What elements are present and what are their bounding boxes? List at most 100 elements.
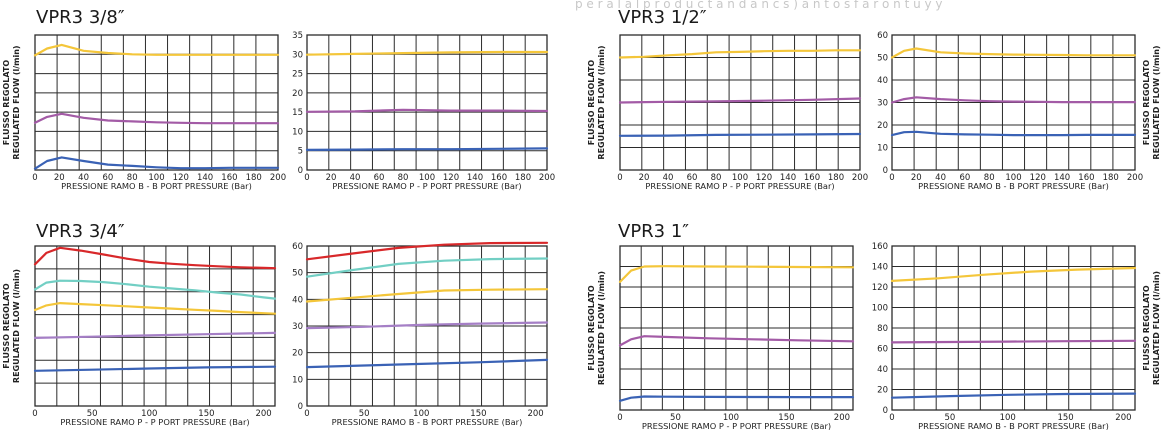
y-axis-label: FLUSSO REGOLATO	[587, 285, 596, 371]
x-tick-label: 0	[32, 409, 37, 419]
y-tick-label: 0	[883, 166, 888, 176]
x-tick-label: 150	[778, 413, 794, 423]
x-tick-label: 60	[687, 173, 698, 183]
x-tick-label: 160	[221, 173, 237, 183]
series-line-blue	[33, 156, 280, 170]
y-axis-label: FLUSSO REGOLATO	[2, 60, 11, 146]
x-tick-label: 200	[852, 173, 868, 183]
x-tick-label: 160	[804, 173, 820, 183]
x-axis-label: PRESSIONE RAMO B - B PORT PRESSURE (Bar)	[918, 421, 1109, 430]
y-axis-label: FLUSSO REGOLATO	[1142, 60, 1151, 146]
y-tick-label: 40	[292, 295, 303, 305]
x-tick-label: 140	[467, 173, 483, 183]
y-tick-label: 120	[872, 283, 888, 293]
x-tick-label: 60	[959, 173, 970, 183]
x-axis-label: PRESSIONE RAMO P - P PORT PRESSURE (Bar)	[642, 421, 831, 430]
x-tick-label: 80	[984, 173, 995, 183]
flow-chart-1: 0 20 40 60 80 100 120 140 160 180 200 PRESSIONE RAM…	[2, 34, 286, 191]
y-tick-label: 25	[292, 70, 303, 80]
y-tick-label: 30	[292, 322, 303, 332]
y-tick-label: 60	[877, 31, 888, 41]
plot-frame	[891, 245, 1136, 411]
x-tick-label: 0	[889, 173, 894, 183]
y-tick-label: 60	[292, 242, 303, 252]
series-line-blue	[618, 395, 855, 402]
series-line-yellow	[33, 43, 280, 57]
y-tick-label: 5	[298, 147, 303, 157]
y-tick-label: 80	[877, 324, 888, 334]
x-tick-label: 140	[1054, 173, 1070, 183]
y-tick-label: 100	[872, 304, 888, 314]
y-axis-label: REGULATED FLOW (l/min)	[12, 269, 21, 383]
x-tick-label: 50	[670, 413, 681, 423]
x-tick-label: 150	[470, 409, 486, 419]
series-line-red	[33, 246, 277, 270]
plot-frame	[34, 34, 279, 171]
y-tick-label: 10	[877, 144, 888, 154]
x-tick-label: 200	[539, 173, 555, 183]
y-axis-label: FLUSSO REGOLATO	[587, 60, 596, 146]
x-tick-label: 40	[663, 173, 674, 183]
flow-chart-2: 0 20 40 60 80 100 120 140 160 180 200 0 5 10 15 20 25 30 3…	[292, 31, 555, 191]
x-tick-label: 140	[197, 173, 213, 183]
flow-chart-4: 0 20 40 60 80 100 120 140 160 180 200 0 10 20 30 40 50 60…	[877, 31, 1161, 191]
x-tick-label: 160	[1078, 173, 1094, 183]
x-tick-label: 120	[756, 173, 772, 183]
section-title-3-4: VPR3 3/4″	[36, 221, 125, 242]
flow-chart-8: 0 50 100 150 200 0 20 40 60 80 100 120 140 160 PRESSIO…	[872, 242, 1161, 430]
y-tick-label: 20	[877, 386, 888, 396]
y-tick-label: 40	[877, 365, 888, 375]
y-tick-label: 10	[292, 127, 303, 137]
y-tick-label: 15	[292, 108, 303, 118]
y-tick-label: 140	[872, 263, 888, 273]
series-line-yellow	[890, 47, 1137, 59]
series-line-blue	[890, 392, 1137, 399]
y-axis-label: FLUSSO REGOLATO	[2, 283, 11, 369]
series-line-blue	[305, 147, 549, 151]
x-tick-label: 180	[246, 173, 262, 183]
x-tick-label: 0	[617, 173, 622, 183]
header-faint-text: p e r a l a l p r o d u c t a n d a n c …	[575, 0, 943, 11]
plot-frame	[34, 245, 276, 407]
x-tick-label: 100	[141, 409, 157, 419]
x-tick-label: 100	[732, 173, 748, 183]
x-tick-label: 50	[359, 409, 370, 419]
x-tick-label: 60	[102, 173, 113, 183]
x-tick-label: 120	[1030, 173, 1046, 183]
series-line-violet	[305, 321, 549, 330]
section-title-3-8: VPR3 3/8″	[36, 7, 125, 28]
y-tick-label: 40	[877, 76, 888, 86]
x-tick-label: 180	[515, 173, 531, 183]
x-tick-label: 200	[255, 409, 271, 419]
x-tick-label: 0	[304, 409, 309, 419]
x-tick-label: 120	[173, 173, 189, 183]
x-tick-label: 0	[889, 413, 894, 423]
x-tick-label: 100	[419, 173, 435, 183]
series-line-magenta	[618, 97, 862, 104]
y-tick-label: 0	[298, 166, 303, 176]
x-tick-label: 150	[1057, 413, 1073, 423]
section-title-1-2: VPR3 1/2″	[618, 7, 707, 28]
x-tick-label: 200	[1115, 413, 1131, 423]
flow-chart-5: 0 50 100 150 200 PRESSIONE RAMO P - P PORT PR…	[2, 245, 277, 427]
y-tick-label: 10	[292, 375, 303, 385]
y-tick-label: 20	[292, 349, 303, 359]
x-tick-label: 100	[1000, 413, 1016, 423]
series-line-yellow	[33, 302, 277, 315]
y-axis-label: FLUSSO REGOLATO	[1142, 285, 1151, 371]
y-axis-label: REGULATED FLOW (l/min)	[597, 45, 606, 159]
y-tick-label: 20	[292, 89, 303, 99]
series-line-yellow	[305, 288, 549, 303]
x-tick-label: 0	[32, 173, 37, 183]
x-axis-label: PRESSIONE RAMO B - B PORT PRESSURE (Bar)	[918, 181, 1109, 191]
x-tick-label: 40	[935, 173, 946, 183]
x-tick-label: 60	[374, 173, 385, 183]
x-tick-label: 0	[617, 413, 622, 423]
series-line-yellow	[305, 50, 549, 56]
y-tick-label: 30	[292, 50, 303, 60]
y-axis-label: REGULATED FLOW (l/min)	[597, 271, 606, 385]
x-axis-label: PRESSIONE RAMO P - P PORT PRESSURE (Bar)	[60, 417, 249, 427]
